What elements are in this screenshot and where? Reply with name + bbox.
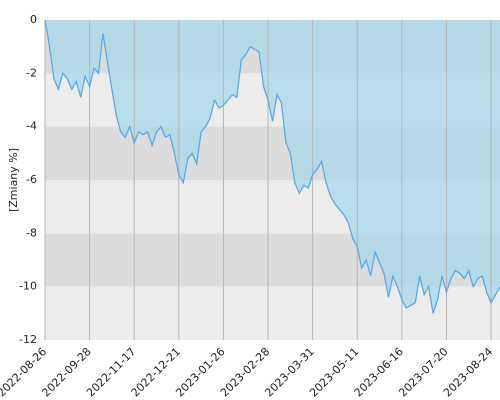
area — [45, 20, 500, 314]
y-tick-label: -8 — [26, 226, 37, 239]
y-axis-label: [Zmiany %] — [7, 148, 20, 212]
y-tick-label: -4 — [26, 120, 37, 133]
y-tick-label: -12 — [19, 333, 37, 346]
y-tick-label: -2 — [26, 66, 37, 79]
line — [44, 19, 500, 314]
y-tick-label: -10 — [19, 280, 37, 293]
y-tick-label: 0 — [30, 13, 37, 26]
y-tick-label: -6 — [26, 173, 37, 186]
